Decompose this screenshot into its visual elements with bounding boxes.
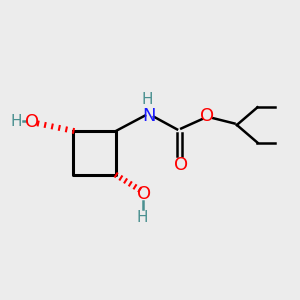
Text: H: H xyxy=(10,114,22,129)
Text: H: H xyxy=(137,210,148,225)
Text: O: O xyxy=(25,113,39,131)
Text: H: H xyxy=(141,92,153,106)
Text: O: O xyxy=(200,107,214,125)
Text: N: N xyxy=(142,106,155,124)
Text: O: O xyxy=(174,156,188,174)
Text: O: O xyxy=(137,185,151,203)
